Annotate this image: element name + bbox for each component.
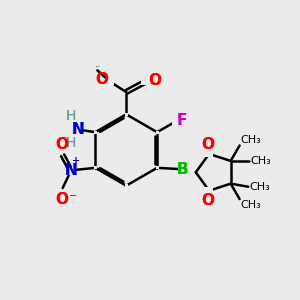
Bar [141,78,150,85]
Text: methyl: methyl [96,66,101,68]
Text: H: H [65,109,76,123]
Text: N: N [64,163,77,178]
Text: H: H [65,109,76,123]
Text: B: B [177,162,188,177]
Text: H: H [65,136,76,150]
Text: O: O [55,192,68,207]
Bar [125,113,128,116]
Text: O: O [201,136,214,152]
Text: CH₃: CH₃ [250,182,271,192]
Text: N: N [71,122,84,137]
Text: O: O [55,137,68,152]
Bar [205,188,213,194]
Text: ⁻: ⁻ [69,192,77,207]
Text: O: O [95,72,108,87]
Text: B: B [177,162,188,177]
Text: F: F [176,113,187,128]
Text: CH₃: CH₃ [241,135,261,145]
Bar [125,184,128,187]
Bar [94,166,97,169]
Bar [178,165,187,173]
Bar [94,131,97,134]
Text: O: O [201,193,214,208]
Bar [205,151,213,157]
Text: O: O [55,192,68,207]
Bar [156,166,159,169]
Text: O: O [95,72,108,87]
Bar [67,167,75,175]
Text: N: N [71,122,84,137]
Bar [156,131,159,134]
Text: CH₃: CH₃ [241,200,261,210]
Text: +: + [71,156,80,166]
Text: O: O [201,136,214,152]
Text: O: O [148,73,161,88]
Text: +: + [71,156,80,166]
Text: O: O [55,137,68,152]
Text: O: O [148,73,161,88]
Text: F: F [176,113,187,128]
Bar [172,118,179,125]
Text: O: O [201,193,214,208]
Text: N: N [64,163,77,178]
Text: ⁻: ⁻ [69,192,77,207]
Text: CH₃: CH₃ [250,156,271,166]
Text: H: H [65,136,76,150]
Bar [106,78,114,85]
Bar [73,125,82,134]
